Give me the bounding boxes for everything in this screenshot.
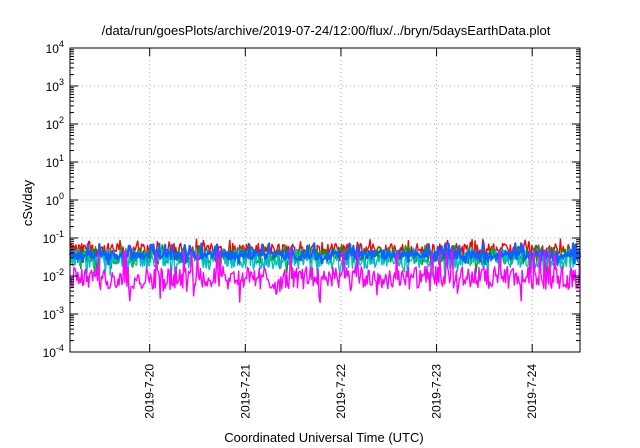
y-axis-label: cSv/day — [20, 179, 35, 226]
x-tick-label: 2019-7-20 — [143, 364, 157, 419]
grid-lines — [70, 48, 580, 352]
x-tick-label: 2019-7-24 — [525, 364, 539, 419]
chart-title: /data/run/goesPlots/archive/2019-07-24/1… — [102, 23, 551, 38]
axes: 10-4 10-3 10-2 10-1 100 101 102 103 104 2019-7-20… — [43, 39, 580, 419]
y-tick-label: 103 — [46, 77, 64, 94]
y-tick-label: 101 — [46, 153, 64, 170]
y-tick-label: 10-2 — [43, 267, 64, 284]
x-tick-label: 2019-7-22 — [334, 364, 348, 419]
x-axis-label: Coordinated Universal Time (UTC) — [224, 430, 423, 445]
x-tick-label: 2019-7-23 — [430, 364, 444, 419]
series-line — [68, 242, 582, 266]
series-line — [69, 248, 581, 304]
y-tick-label: 100 — [46, 191, 64, 208]
y-tick-label: 104 — [46, 39, 64, 56]
series-layer — [68, 238, 582, 304]
y-tick-label: 10-4 — [43, 343, 64, 360]
x-tick-label: 2019-7-21 — [238, 364, 252, 419]
y-tick-label: 10-1 — [43, 229, 64, 246]
y-tick-label: 102 — [46, 115, 64, 132]
y-tick-label: 10-3 — [43, 305, 64, 322]
